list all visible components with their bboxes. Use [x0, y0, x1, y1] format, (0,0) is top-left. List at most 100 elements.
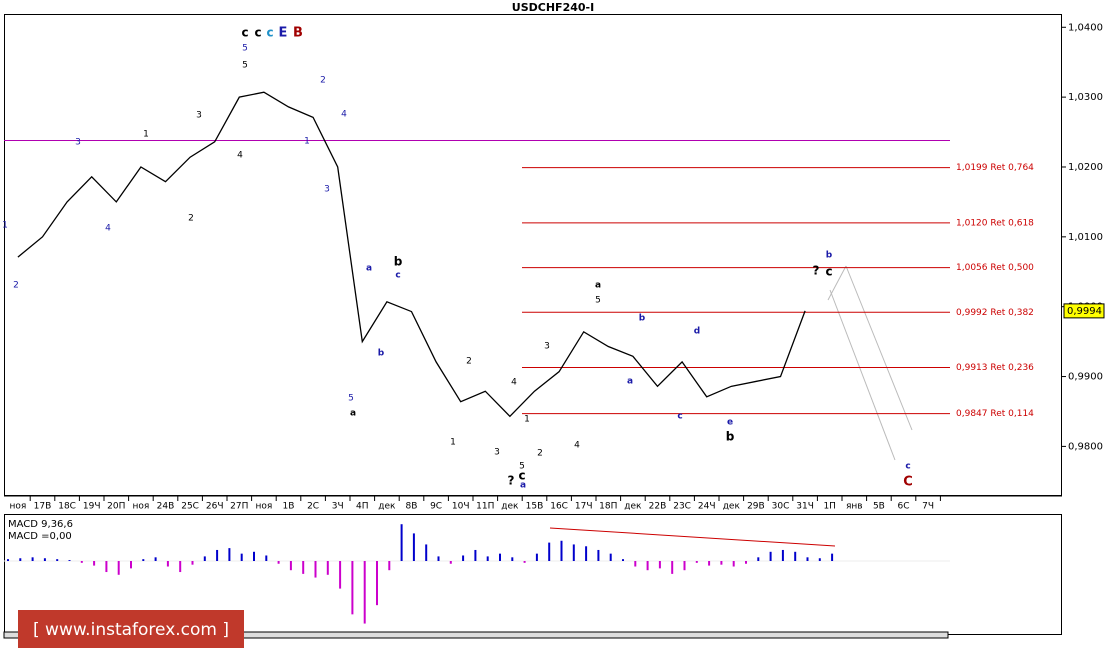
wave-label: c	[905, 462, 910, 472]
y-tick-label: 0,9800	[1068, 441, 1103, 452]
wave-label: d	[694, 327, 700, 337]
wave-label: E	[279, 26, 288, 41]
x-tick-label: 15В	[526, 502, 544, 512]
wave-label: 1	[143, 130, 149, 140]
x-tick-label: 18С	[58, 502, 76, 512]
x-tick-label: 1В	[283, 502, 295, 512]
macd-value-label: MACD =0,00	[8, 531, 72, 542]
wave-label: b	[378, 349, 385, 359]
x-tick-label: ноя	[9, 502, 26, 512]
wave-label: 4	[105, 224, 111, 234]
x-tick-label: 5В	[873, 502, 885, 512]
wave-label: 3	[494, 448, 500, 458]
x-tick-label: 8В	[406, 502, 418, 512]
fib-label: 1,0056 Ret 0,500	[956, 263, 1034, 273]
x-tick-label: дек	[624, 502, 642, 512]
x-tick-label: 22В	[649, 502, 667, 512]
x-tick-label: 2С	[307, 502, 319, 512]
wave-label: 2	[466, 357, 472, 367]
scroll-strip	[3, 631, 949, 639]
wave-label: 4	[237, 151, 243, 161]
x-tick-label: 18П	[599, 502, 617, 512]
x-tick-label: 7Ч	[922, 502, 934, 512]
wave-label: 3	[324, 185, 330, 195]
x-tick-label: 27П	[230, 502, 248, 512]
current-price-label: 0,9994	[1067, 306, 1102, 317]
wave-label: 2	[13, 281, 19, 291]
wave-label: b	[394, 255, 403, 269]
x-tick-label: 11П	[476, 502, 494, 512]
x-tick-label: 29В	[747, 502, 765, 512]
y-tick-label: 1,0200	[1068, 162, 1103, 173]
fib-label: 1,0120 Ret 0,618	[956, 218, 1034, 228]
wave-label: 3	[196, 111, 202, 121]
projection-line	[827, 265, 847, 301]
y-tick-label: 1,0300	[1068, 92, 1103, 103]
projection-line	[829, 289, 896, 461]
wave-label: 1	[450, 438, 456, 448]
wave-label: a	[595, 281, 601, 291]
x-tick-label: дек	[723, 502, 741, 512]
x-tick-label: дек	[501, 502, 519, 512]
fib-label: 0,9913 Ret 0,236	[956, 363, 1034, 373]
wave-label: 5	[348, 394, 354, 404]
y-tick-label: 0,9900	[1068, 372, 1103, 383]
x-tick-label: 25С	[181, 502, 199, 512]
x-tick-label: 17В	[34, 502, 52, 512]
wave-label: 1	[524, 415, 530, 425]
wave-label: 3	[544, 342, 550, 352]
macd-trendline	[549, 527, 836, 547]
x-tick-label: 24В	[157, 502, 175, 512]
x-tick-label: 19Ч	[83, 502, 101, 512]
wave-label: e	[727, 418, 733, 428]
x-tick-label: ноя	[255, 502, 272, 512]
x-tick-label: 16С	[550, 502, 568, 512]
wave-label: ?	[813, 264, 820, 278]
x-tick-label: дек	[378, 502, 396, 512]
wave-label: C	[903, 475, 913, 490]
fib-label: 0,9847 Ret 0,114	[956, 409, 1034, 419]
wave-label: ?	[508, 474, 515, 488]
x-tick-label: 10Ч	[452, 502, 470, 512]
wave-label: c	[254, 26, 261, 40]
fib-label: 1,0199 Ret 0,764	[956, 163, 1034, 173]
wave-label: a	[627, 377, 633, 387]
x-tick-label: 4П	[356, 502, 369, 512]
wave-label: 2	[188, 214, 194, 224]
wave-label: a	[366, 264, 372, 274]
wave-label: 5	[242, 44, 248, 54]
x-tick-label: 24Ч	[698, 502, 716, 512]
wave-label: b	[726, 430, 735, 444]
current-price-box	[1063, 303, 1105, 319]
wave-label: 5	[595, 296, 601, 306]
watermark: [ www.instaforex.com ]	[33, 620, 229, 640]
projection-line	[845, 265, 913, 431]
wave-label: c	[395, 271, 400, 281]
wave-label: B	[293, 26, 303, 41]
wave-label: 3	[75, 138, 81, 148]
wave-label: 2	[537, 449, 543, 459]
wave-label: 5	[519, 462, 525, 472]
x-tick-label: 20П	[107, 502, 125, 512]
x-tick-label: 26Ч	[206, 502, 224, 512]
x-tick-label: 23С	[673, 502, 691, 512]
chart-title: USDCHF240-I	[512, 1, 594, 14]
wave-label: 1	[304, 137, 310, 147]
x-tick-label: янв	[846, 502, 863, 512]
x-tick-label: 30С	[772, 502, 790, 512]
wave-label: 1	[2, 221, 8, 231]
wave-label: 5	[242, 61, 248, 71]
watermark-box	[18, 610, 244, 648]
x-tick-label: 3Ч	[332, 502, 344, 512]
wave-label: a	[350, 409, 356, 419]
wave-label: 4	[341, 110, 347, 120]
x-tick-label: 9С	[430, 502, 442, 512]
wave-label: b	[639, 314, 646, 324]
x-tick-label: 6С	[897, 502, 909, 512]
wave-label: 4	[574, 441, 580, 451]
x-tick-label: ноя	[132, 502, 149, 512]
wave-label: c	[241, 26, 248, 40]
wave-label: c	[266, 26, 273, 40]
wave-label: c	[518, 469, 525, 483]
